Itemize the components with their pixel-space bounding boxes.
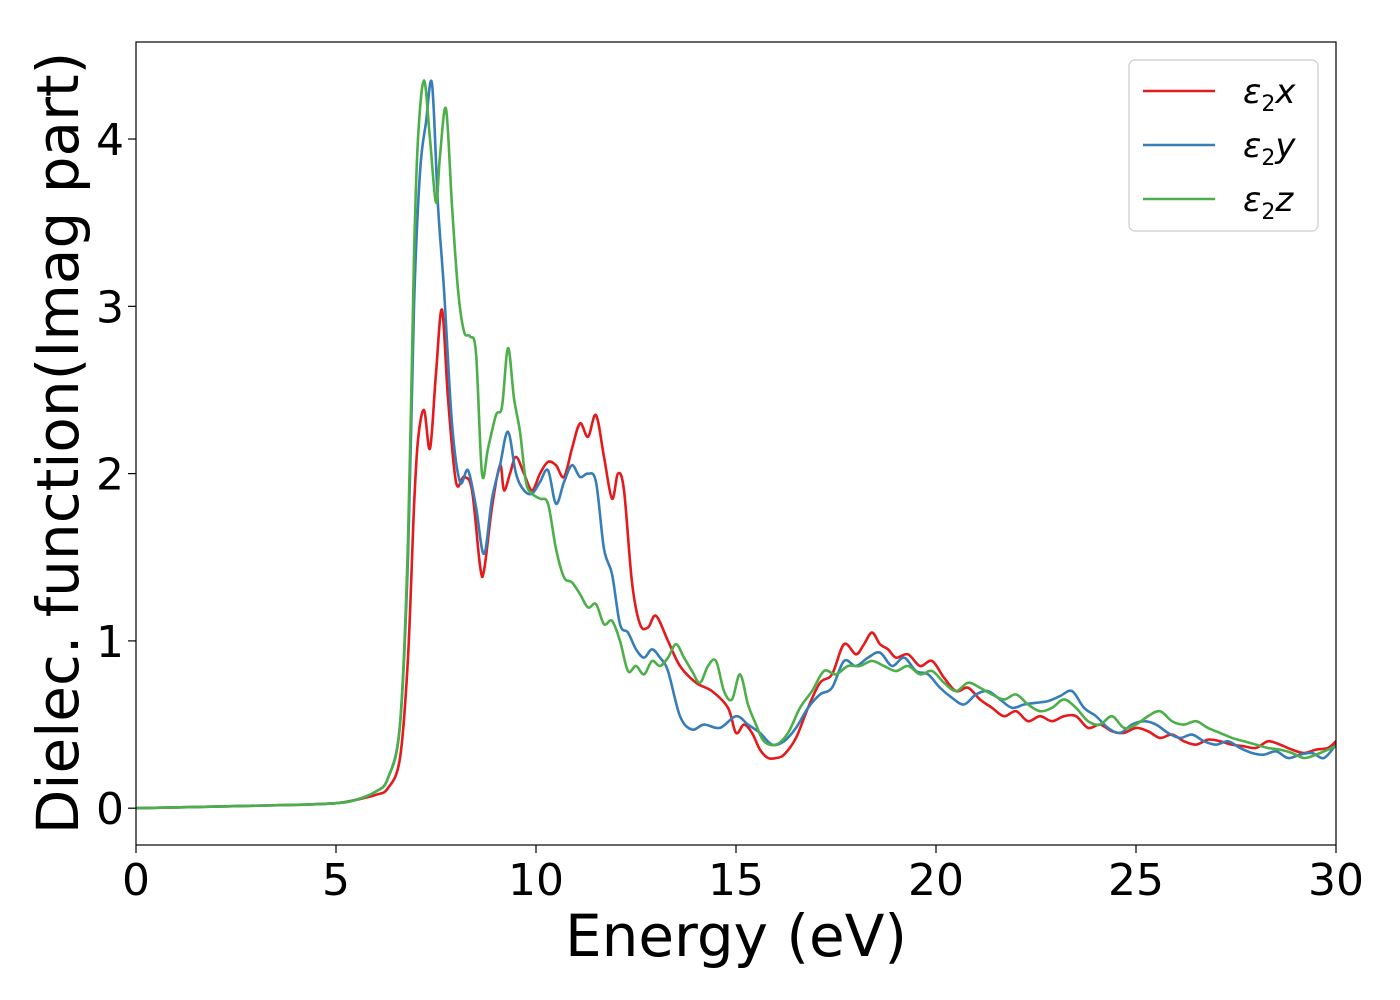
- x-tick-label: 25: [1108, 855, 1164, 906]
- legend-label-x: ε2x: [1243, 72, 1296, 117]
- y-axis: 0 1 2 3 4: [96, 115, 136, 835]
- legend-label-z: ε2z: [1243, 180, 1294, 225]
- series-line-y: [136, 79, 1336, 810]
- legend: ε2x ε2y ε2z: [1128, 59, 1319, 232]
- x-tick-label: 15: [708, 855, 764, 906]
- y-axis-label: Dielec. function(Imag part): [24, 52, 92, 835]
- series-line-x: [136, 308, 1336, 810]
- x-axis-label: Energy (eV): [565, 902, 907, 970]
- x-tick-label: 5: [322, 855, 350, 906]
- y-tick-label: 3: [96, 282, 124, 333]
- y-tick-label: 4: [96, 115, 124, 166]
- y-tick-label: 0: [96, 784, 124, 835]
- x-tick-label: 0: [122, 855, 150, 906]
- legend-box: [1128, 59, 1319, 232]
- y-tick-label: 1: [96, 617, 124, 668]
- x-tick-label: 10: [508, 855, 564, 906]
- y-tick-label: 2: [96, 450, 124, 501]
- series-line-z: [136, 79, 1336, 810]
- legend-label-y: ε2y: [1243, 126, 1296, 171]
- x-tick-label: 20: [908, 855, 964, 906]
- x-tick-label: 30: [1308, 855, 1364, 906]
- series-layer: [136, 79, 1336, 810]
- x-axis: 0 5 10 15 20 25 30: [122, 845, 1364, 906]
